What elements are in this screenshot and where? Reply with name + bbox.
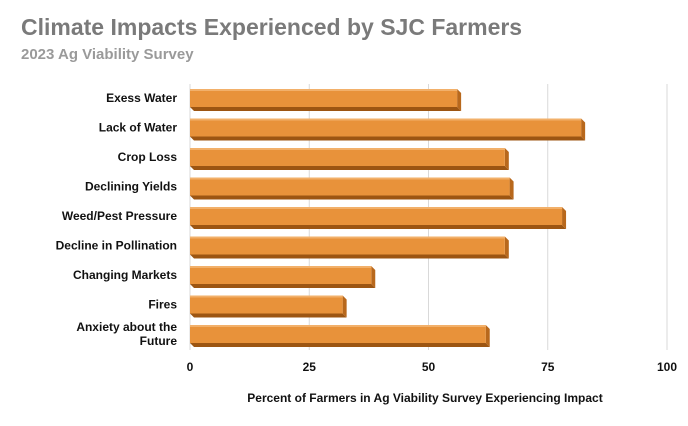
- bar-side-face: [581, 118, 586, 141]
- x-tick-label-50: 50: [422, 360, 436, 374]
- bar-front-face: [190, 207, 563, 225]
- category-label-line: Declining Yields: [85, 180, 177, 194]
- category-label-6: Changing Markets: [73, 268, 177, 282]
- bar-side-face: [504, 148, 509, 170]
- bar-front-face: [190, 177, 510, 196]
- bar-front-face: [190, 148, 505, 166]
- bar-front-face: [190, 266, 372, 284]
- category-label-8: Anxiety about the Future: [76, 320, 177, 348]
- bar-side-face: [509, 177, 514, 200]
- x-tick-label-25: 25: [303, 360, 317, 374]
- category-label-line: Fires: [148, 298, 177, 312]
- x-tick-label-75: 75: [541, 360, 555, 374]
- bar-bottom-face: [190, 195, 514, 200]
- bar-highlight: [190, 148, 505, 150]
- bar-5: [190, 236, 509, 259]
- category-label-5: Decline in Pollination: [56, 239, 177, 253]
- bar-highlight: [190, 118, 582, 121]
- bar-bottom-face: [190, 136, 586, 141]
- bar-highlight: [190, 236, 505, 239]
- category-label-line: Weed/Pest Pressure: [62, 209, 177, 223]
- category-label-line: Changing Markets: [73, 268, 177, 282]
- bar-bottom-face: [190, 284, 376, 288]
- category-label-line: Decline in Pollination: [56, 239, 177, 253]
- bar-bottom-face: [190, 343, 490, 347]
- category-label-0: Exess Water: [106, 91, 177, 105]
- bar-front-face: [190, 295, 343, 314]
- bar-highlight: [190, 177, 510, 180]
- bar-bottom-face: [190, 166, 509, 170]
- bar-highlight: [190, 266, 372, 268]
- bar-side-face: [485, 325, 490, 347]
- bar-bottom-face: [190, 313, 347, 318]
- category-label-line: Lack of Water: [99, 121, 178, 135]
- bar-0: [190, 89, 462, 111]
- bar-highlight: [190, 207, 563, 209]
- bar-side-face: [562, 207, 567, 229]
- bar-8: [190, 325, 490, 347]
- bar-front-face: [190, 89, 458, 107]
- bar-1: [190, 118, 586, 141]
- bar-2: [190, 148, 509, 170]
- x-tick-label-100: 100: [657, 360, 677, 374]
- category-label-line: Future: [140, 334, 178, 348]
- bar-side-face: [457, 89, 462, 111]
- category-label-7: Fires: [148, 298, 177, 312]
- bar-front-face: [190, 325, 486, 343]
- bar-highlight: [190, 325, 486, 327]
- bar-front-face: [190, 118, 582, 137]
- category-label-line: Crop Loss: [118, 150, 178, 164]
- category-label-line: Anxiety about the: [76, 320, 177, 334]
- bar-highlight: [190, 295, 343, 298]
- bar-6: [190, 266, 376, 288]
- category-label-3: Declining Yields: [85, 180, 177, 194]
- bar-bottom-face: [190, 254, 509, 259]
- chart-title: Climate Impacts Experienced by SJC Farme…: [21, 14, 523, 40]
- bar-bottom-face: [190, 107, 462, 111]
- chart-subtitle: 2023 Ag Viability Survey: [21, 46, 194, 63]
- x-axis-title: Percent of Farmers in Ag Viability Surve…: [247, 391, 602, 405]
- bar-3: [190, 177, 514, 200]
- category-label-line: Exess Water: [106, 91, 177, 105]
- bar-bottom-face: [190, 225, 567, 229]
- bar-side-face: [342, 295, 347, 318]
- category-label-1: Lack of Water: [99, 121, 178, 135]
- bar-highlight: [190, 89, 458, 91]
- bar-4: [190, 207, 567, 229]
- category-label-4: Weed/Pest Pressure: [62, 209, 177, 223]
- category-label-2: Crop Loss: [118, 150, 178, 164]
- bar-side-face: [371, 266, 376, 288]
- bar-side-face: [504, 236, 509, 259]
- x-tick-label-0: 0: [187, 360, 194, 374]
- bar-7: [190, 295, 347, 318]
- bar-front-face: [190, 236, 505, 255]
